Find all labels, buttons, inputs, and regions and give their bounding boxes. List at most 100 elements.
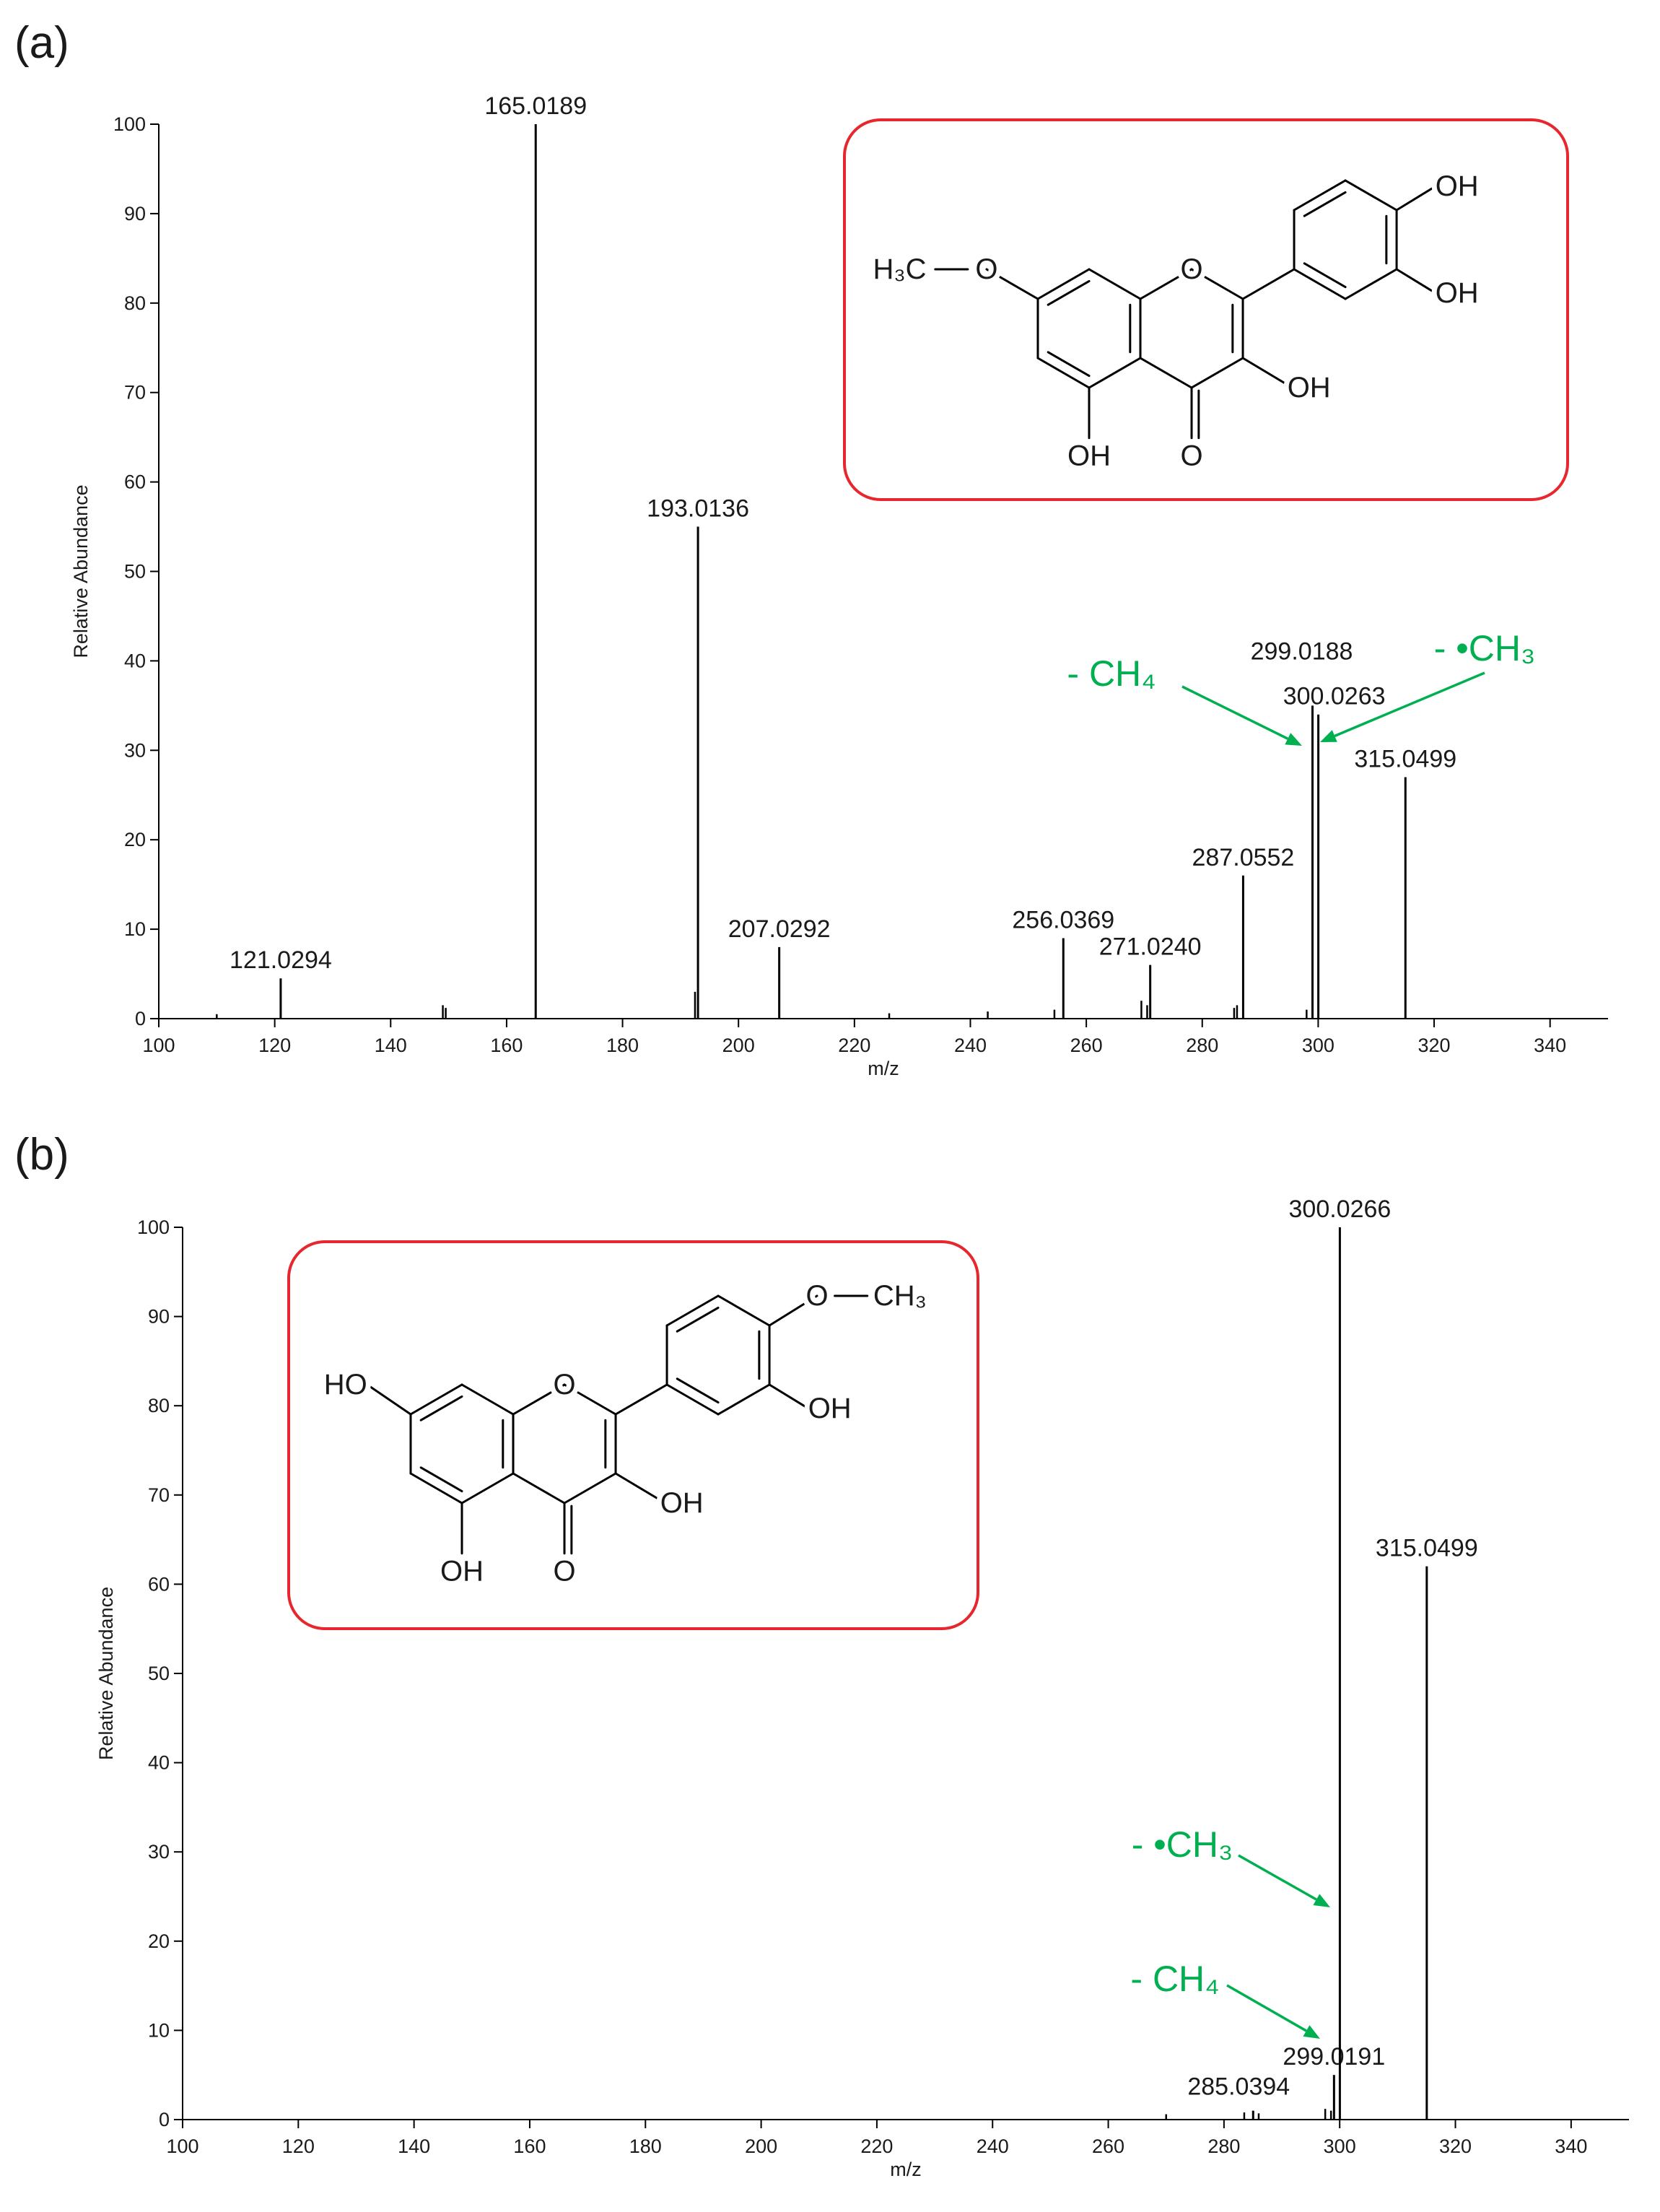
atom-label: OH (808, 1393, 852, 1424)
annotation: - CH₄ (1067, 653, 1156, 694)
y-tick-label: 0 (159, 2109, 170, 2130)
y-tick-label: 0 (135, 1008, 146, 1029)
x-tick-label: 320 (1439, 2135, 1472, 2157)
peak-label: 285.0394 (1187, 2073, 1290, 2101)
bond (1293, 268, 1347, 300)
y-axis-title: Relative Abundance (70, 484, 92, 658)
x-tick-label: 180 (606, 1035, 639, 1056)
peak-label: 299.0191 (1283, 2043, 1385, 2071)
x-tick-label: 120 (282, 2135, 315, 2157)
peak-label: 165.0189 (484, 92, 587, 120)
y-tick-label: 80 (124, 292, 146, 314)
annotation-arrow (1181, 685, 1289, 740)
bond (512, 1383, 566, 1416)
panel-label: (b) (14, 1130, 69, 1180)
x-tick-label: 240 (954, 1035, 987, 1056)
structure (934, 179, 1437, 440)
atom-label: H₃C (873, 253, 926, 285)
y-tick-label: 100 (137, 1216, 170, 1238)
bond (512, 1472, 566, 1505)
bond (665, 1294, 720, 1327)
x-tick-label: 220 (838, 1035, 870, 1056)
bond (563, 1472, 617, 1505)
x-tick-label: 220 (860, 2135, 893, 2157)
y-tick-label: 20 (148, 1930, 170, 1952)
y-tick-label: 50 (124, 561, 146, 583)
arrow-head (1303, 2025, 1320, 2039)
x-tick-label: 300 (1302, 1035, 1334, 1056)
y-tick-label: 10 (124, 918, 146, 940)
y-tick-label: 30 (124, 739, 146, 761)
double-bond (1303, 262, 1347, 289)
spectrum-panel: (b) 0 10 20 30 40 50 60 70 80 90 100 100 120 140 160 180… (14, 1130, 1629, 2180)
atom-label: CH₃ (873, 1280, 927, 1312)
bond (1395, 268, 1437, 295)
x-tick-label: 320 (1418, 1035, 1451, 1056)
y-tick-label: 40 (124, 650, 146, 671)
bond (1139, 268, 1193, 300)
atom-label: O (1180, 440, 1202, 471)
x-tick-label: 260 (1070, 1035, 1103, 1056)
peak-label: 207.0292 (728, 915, 831, 943)
bond (717, 1383, 771, 1416)
atom-label: O (1180, 253, 1202, 285)
double-bond (676, 1377, 720, 1404)
bond (1036, 268, 1091, 300)
bond (563, 1383, 617, 1416)
bond (460, 1383, 515, 1416)
x-tick-label: 160 (490, 1035, 523, 1056)
y-tick-label: 80 (148, 1395, 170, 1416)
peak-label: 287.0552 (1192, 844, 1295, 871)
x-tick-label: 300 (1324, 2135, 1356, 2157)
bond (1344, 268, 1398, 300)
atom-label: OH (1067, 440, 1111, 471)
arrow-head (1285, 733, 1302, 746)
bond (614, 1472, 662, 1502)
bond (1088, 268, 1142, 300)
y-tick-label: 90 (148, 1306, 170, 1328)
y-tick-label: 100 (113, 113, 146, 135)
x-tick-label: 100 (142, 1035, 175, 1056)
peak-label: 299.0188 (1251, 637, 1353, 665)
peak-label: 315.0499 (1354, 745, 1456, 772)
x-tick-label: 180 (629, 2135, 662, 2157)
peak-label: 121.0294 (230, 946, 332, 974)
bond (1190, 268, 1244, 300)
annotation-arrow (1334, 671, 1485, 738)
x-tick-label: 140 (375, 1035, 407, 1056)
atom-label: OH (1436, 277, 1479, 309)
y-tick-label: 60 (124, 471, 146, 493)
y-tick-label: 20 (124, 829, 146, 850)
x-tick-label: 280 (1207, 2135, 1240, 2157)
x-tick-label: 240 (977, 2135, 1009, 2157)
bond (985, 268, 1039, 300)
bond (1139, 357, 1193, 389)
y-tick-label: 70 (148, 1484, 170, 1506)
x-tick-label: 260 (1092, 2135, 1124, 2157)
peak-label: 256.0369 (1012, 906, 1114, 933)
x-tick-label: 340 (1555, 2135, 1587, 2157)
peak-label: 300.0266 (1289, 1196, 1392, 1223)
bond (1088, 357, 1142, 389)
atom-label: O (553, 1369, 575, 1401)
x-tick-label: 200 (745, 2135, 777, 2157)
spectrum-panel: (a) 0 10 20 30 40 50 60 70 80 90 100 100 120 140 160 180… (14, 18, 1608, 1079)
arrow-head (1313, 1894, 1330, 1907)
annotation: - CH₄ (1130, 1959, 1219, 1999)
panel-label: (a) (14, 18, 69, 68)
bond (665, 1383, 720, 1416)
bond (460, 1472, 515, 1505)
peak-label: 271.0240 (1099, 933, 1202, 961)
annotation: - •CH₃ (1434, 628, 1536, 669)
double-bond (676, 1306, 720, 1333)
bond (1395, 185, 1437, 212)
double-bond (1303, 191, 1347, 217)
double-bond (419, 1466, 463, 1493)
bond (1241, 357, 1289, 386)
x-tick-label: 100 (166, 2135, 198, 2157)
structure-box (843, 118, 1569, 501)
x-axis-title: m/z (868, 1058, 899, 1079)
bond (1190, 357, 1244, 389)
annotation: - •CH₃ (1132, 1824, 1233, 1865)
